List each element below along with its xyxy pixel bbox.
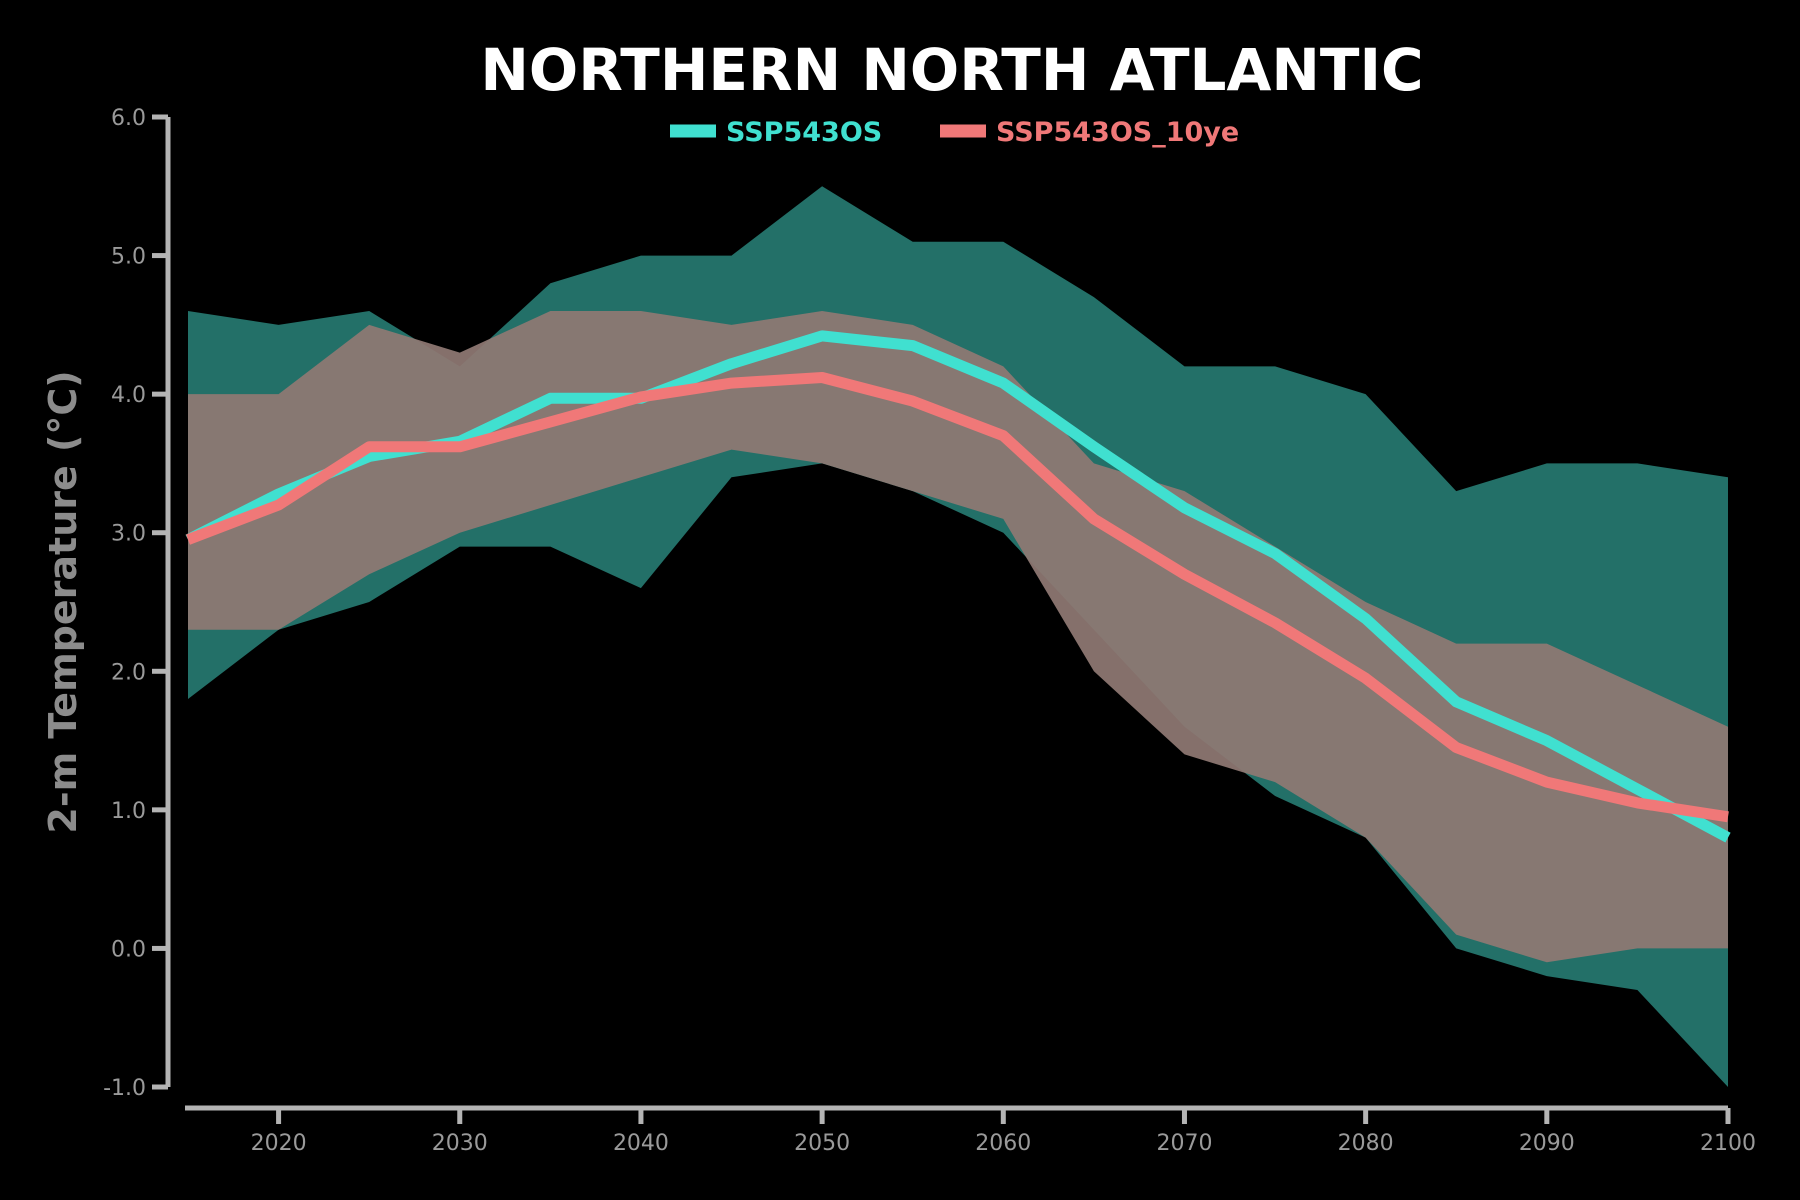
legend-label-ssp543os: SSP543OS [726, 117, 882, 148]
line-ssp543os-10ye [186, 372, 1729, 823]
x-tick-label: 2060 [975, 1131, 1031, 1156]
x-tick-label: 2070 [1156, 1131, 1212, 1156]
y-tick-label: 4.0 [111, 383, 146, 408]
band-ssp543os [188, 186, 1728, 1088]
y-tick-label: 3.0 [111, 522, 146, 547]
legend: SSP543OS SSP543OS_10ye [670, 117, 1239, 148]
x-ticks: 2020 2030 2040 2050 2060 2070 2080 2090 2100 [251, 1108, 1756, 1156]
legend-label-ssp543os-10ye: SSP543OS_10ye [996, 117, 1239, 148]
chart-title: NORTHERN NORTH ATLANTIC [480, 36, 1423, 104]
y-tick-label: 2.0 [111, 660, 146, 685]
x-tick-label: 2100 [1700, 1131, 1756, 1156]
plot-bands [188, 186, 1728, 1088]
y-tick-label: 0.0 [111, 937, 146, 962]
y-tick-label: 6.0 [111, 106, 146, 131]
y-tick-label: 5.0 [111, 245, 146, 270]
y-tick-label: 1.0 [111, 799, 146, 824]
y-axis-label: 2-m Temperature (°C) [41, 370, 85, 833]
x-tick-label: 2050 [794, 1131, 850, 1156]
band-ssp543os-10ye [188, 311, 1728, 963]
x-tick-label: 2040 [613, 1131, 669, 1156]
x-tick-label: 2080 [1338, 1131, 1394, 1156]
x-tick-label: 2030 [432, 1131, 488, 1156]
y-ticks: -1.0 0.0 1.0 2.0 3.0 4.0 5.0 6.0 [103, 106, 168, 1101]
x-tick-label: 2020 [251, 1131, 307, 1156]
x-tick-label: 2090 [1519, 1131, 1575, 1156]
plot-lines [185, 330, 1731, 843]
y-tick-label: -1.0 [103, 1076, 146, 1101]
